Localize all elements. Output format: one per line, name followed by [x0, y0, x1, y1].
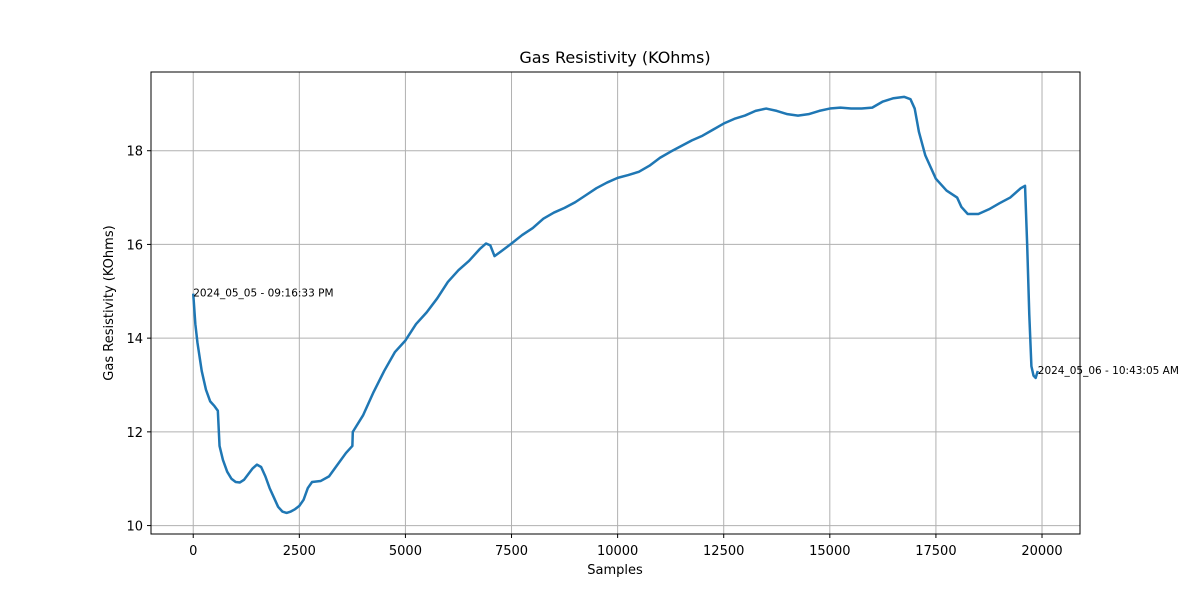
x-tick-label: 12500 [703, 544, 744, 559]
x-tick-label: 7500 [495, 544, 528, 559]
y-tick-label: 16 [126, 238, 143, 253]
y-tick-label: 10 [126, 520, 143, 535]
plot-frame [150, 71, 1081, 535]
data-line [191, 95, 1039, 515]
x-tick-label: 0 [189, 544, 197, 559]
x-tick-label: 2500 [283, 544, 316, 559]
y-axis-label: Gas Resistivity (KOhms) [102, 225, 117, 380]
chart-title: Gas Resistivity (KOhms) [519, 48, 710, 67]
x-tick-label: 15000 [809, 544, 850, 559]
x-tick-label: 5000 [389, 544, 422, 559]
x-tick-label: 10000 [597, 544, 638, 559]
y-tick-label: 18 [126, 145, 143, 160]
x-axis-label: Samples [587, 563, 643, 578]
x-tick-label: 20000 [1021, 544, 1062, 559]
x-tick-label: 17500 [915, 544, 956, 559]
annotation: 2024_05_05 - 09:16:33 PM [193, 288, 333, 300]
annotation: 2024_05_06 - 10:43:05 AM [1038, 365, 1179, 377]
y-tick-label: 14 [126, 332, 143, 347]
y-tick-label: 12 [126, 426, 143, 441]
